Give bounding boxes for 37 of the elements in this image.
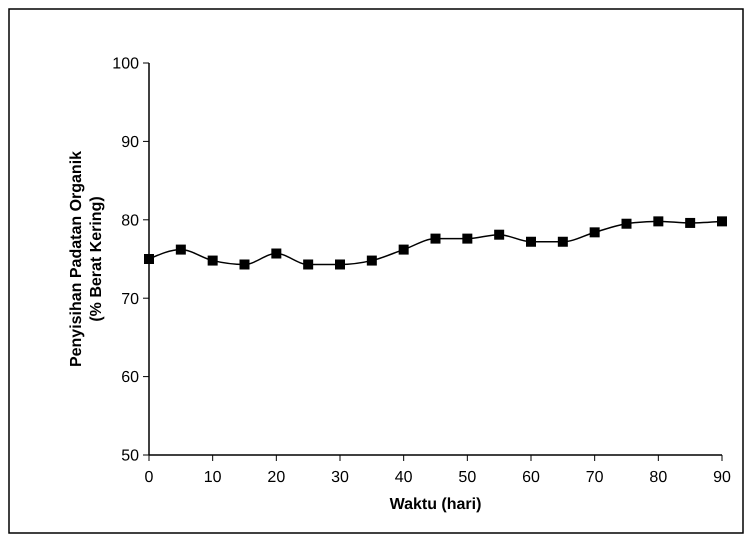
x-tick-label: 60 [522, 469, 540, 486]
point [303, 259, 314, 270]
point [144, 254, 154, 264]
x-axis-title: Waktu (hari) [390, 496, 482, 513]
point [653, 216, 664, 226]
point [685, 218, 696, 228]
y-tick-label: 80 [121, 212, 140, 230]
x-tick-label: 90 [713, 469, 731, 486]
point [622, 218, 632, 229]
x-tick-label: 20 [267, 469, 286, 486]
x-tick-label: 10 [204, 469, 222, 486]
y-tick-label: 100 [112, 56, 140, 73]
point [430, 234, 440, 244]
x-tick-label: 50 [458, 469, 476, 486]
y-tick-label: 70 [121, 290, 140, 308]
point [271, 248, 282, 259]
x-tick-label: 30 [331, 469, 349, 486]
point [398, 244, 409, 255]
x-tick-label: 80 [649, 469, 668, 486]
y-tick-label: 50 [121, 448, 140, 465]
x-tick-label: 40 [394, 469, 413, 486]
y-axis-title: Penyisihan Padatan Organik (% Berat Kering) [68, 150, 105, 368]
point [526, 236, 536, 247]
point [717, 216, 727, 226]
point [590, 227, 600, 238]
point [366, 256, 377, 266]
y-tick-label: 90 [121, 134, 140, 151]
point [240, 259, 250, 270]
point [335, 259, 345, 270]
point [558, 236, 568, 247]
point [462, 234, 472, 244]
y-tick-label: 60 [121, 369, 140, 386]
point [208, 256, 218, 266]
point [176, 244, 186, 255]
x-tick-label: 0 [144, 469, 154, 486]
point [494, 230, 504, 240]
x-tick-label: 70 [586, 469, 604, 486]
